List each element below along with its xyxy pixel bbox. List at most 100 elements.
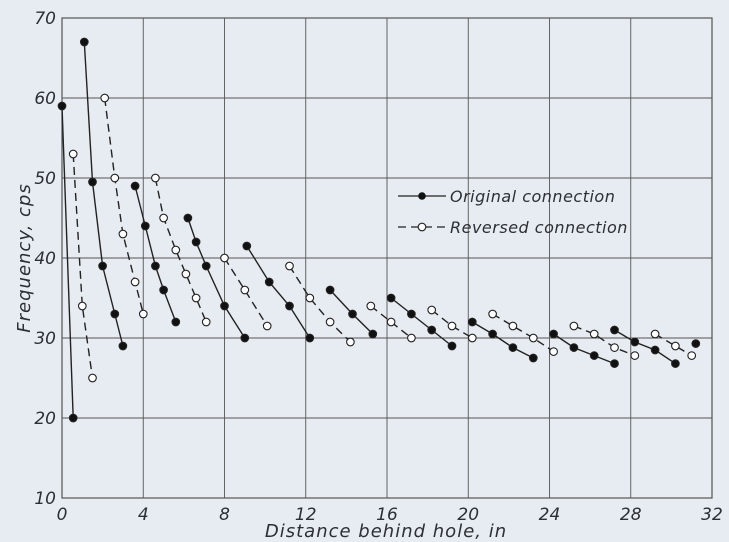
reversed-point xyxy=(549,347,558,356)
reversed-point xyxy=(171,245,181,255)
x-tick-label: 24 xyxy=(539,505,561,525)
reversed-point xyxy=(191,293,201,303)
original-point xyxy=(183,213,193,223)
x-tick-label: 4 xyxy=(138,505,149,525)
reversed-series-line xyxy=(654,333,693,357)
original-series-line xyxy=(187,217,246,339)
reversed-point xyxy=(100,93,110,103)
legend-marker-reversed xyxy=(417,222,427,232)
original-point xyxy=(386,293,396,303)
original-point xyxy=(325,285,335,295)
original-series-line xyxy=(471,321,534,359)
reversed-point xyxy=(366,301,376,311)
original-point xyxy=(118,341,128,351)
original-series-line xyxy=(134,185,177,323)
reversed-point xyxy=(528,333,538,343)
original-point xyxy=(610,325,619,335)
original-series-line xyxy=(246,245,311,339)
reversed-series-line xyxy=(492,313,554,353)
y-tick-label: 60 xyxy=(34,89,56,109)
x-tick-label: 16 xyxy=(376,505,398,525)
original-point xyxy=(88,177,97,187)
original-point xyxy=(98,261,107,271)
original-point xyxy=(467,317,477,327)
tick-labels: 0 4 8 12 16 20 24 28 32 10 20 30 40 50 60 70 xyxy=(34,9,722,525)
original-point xyxy=(589,351,599,360)
reversed-point xyxy=(262,321,272,331)
original-point xyxy=(508,343,518,352)
reversed-point xyxy=(151,173,160,183)
reversed-series-line xyxy=(370,305,412,339)
original-point xyxy=(305,333,315,343)
x-tick-label: 32 xyxy=(701,505,723,525)
x-tick-label: 0 xyxy=(57,505,68,525)
reversed-point xyxy=(240,285,250,295)
y-tick-label: 30 xyxy=(34,329,56,349)
original-point xyxy=(610,359,619,368)
original-point xyxy=(427,325,437,335)
reversed-point xyxy=(671,341,680,351)
x-tick-label: 20 xyxy=(457,505,479,525)
y-tick-label: 50 xyxy=(34,169,56,189)
original-point xyxy=(130,181,140,191)
original-point xyxy=(110,309,120,319)
original-point xyxy=(650,345,660,355)
reversed-point xyxy=(305,293,315,303)
x-tick-label: 8 xyxy=(219,505,230,525)
original-point xyxy=(140,221,150,231)
reversed-point xyxy=(346,337,355,347)
original-point xyxy=(201,261,211,271)
original-point xyxy=(348,309,357,319)
y-tick-label: 20 xyxy=(34,409,56,429)
reversed-point xyxy=(159,213,168,223)
original-point xyxy=(191,237,201,247)
original-point xyxy=(68,413,78,423)
y-axis-title: Frequency, cps xyxy=(14,183,35,332)
original-point xyxy=(240,333,250,343)
original-point xyxy=(220,301,229,311)
legend-label-reversed: Reversed connection xyxy=(450,218,628,237)
original-point xyxy=(488,329,497,339)
original-point xyxy=(79,37,89,47)
reversed-point xyxy=(88,373,97,383)
reversed-point xyxy=(589,329,599,339)
original-point xyxy=(549,329,558,339)
reversed-series-line xyxy=(223,257,268,327)
original-series-line xyxy=(614,329,676,365)
reversed-series-line xyxy=(72,153,94,379)
reversed-point xyxy=(508,321,518,331)
y-tick-label: 40 xyxy=(34,249,56,269)
original-point xyxy=(671,359,680,368)
original-point xyxy=(285,301,294,311)
reversed-point xyxy=(130,277,140,287)
reversed-point xyxy=(220,253,229,263)
x-axis-title: Distance behind hole, in xyxy=(265,521,507,542)
original-point xyxy=(407,309,416,319)
reversed-point xyxy=(325,317,335,327)
legend-marker-original xyxy=(418,192,426,200)
reversed-series-line xyxy=(288,265,351,343)
grid xyxy=(61,17,713,499)
reversed-point xyxy=(650,329,660,339)
reversed-point xyxy=(181,269,191,279)
original-point xyxy=(171,317,181,327)
original-point xyxy=(528,353,538,363)
legend: Original connection Reversed connection xyxy=(398,187,628,237)
original-point xyxy=(630,337,640,347)
original-point xyxy=(151,261,160,271)
series-layer xyxy=(57,37,701,423)
original-point xyxy=(368,329,378,339)
x-tick-label: 28 xyxy=(620,505,642,525)
original-point xyxy=(242,241,252,251)
original-point xyxy=(57,101,67,111)
x-tick-label: 12 xyxy=(295,505,317,525)
reversed-point xyxy=(467,333,477,343)
reversed-point xyxy=(488,309,497,319)
reversed-point xyxy=(68,149,78,159)
reversed-point xyxy=(687,351,697,360)
reversed-point xyxy=(427,305,437,315)
reversed-point xyxy=(110,173,120,183)
legend-label-original: Original connection xyxy=(450,187,615,206)
reversed-series-line xyxy=(573,325,636,357)
